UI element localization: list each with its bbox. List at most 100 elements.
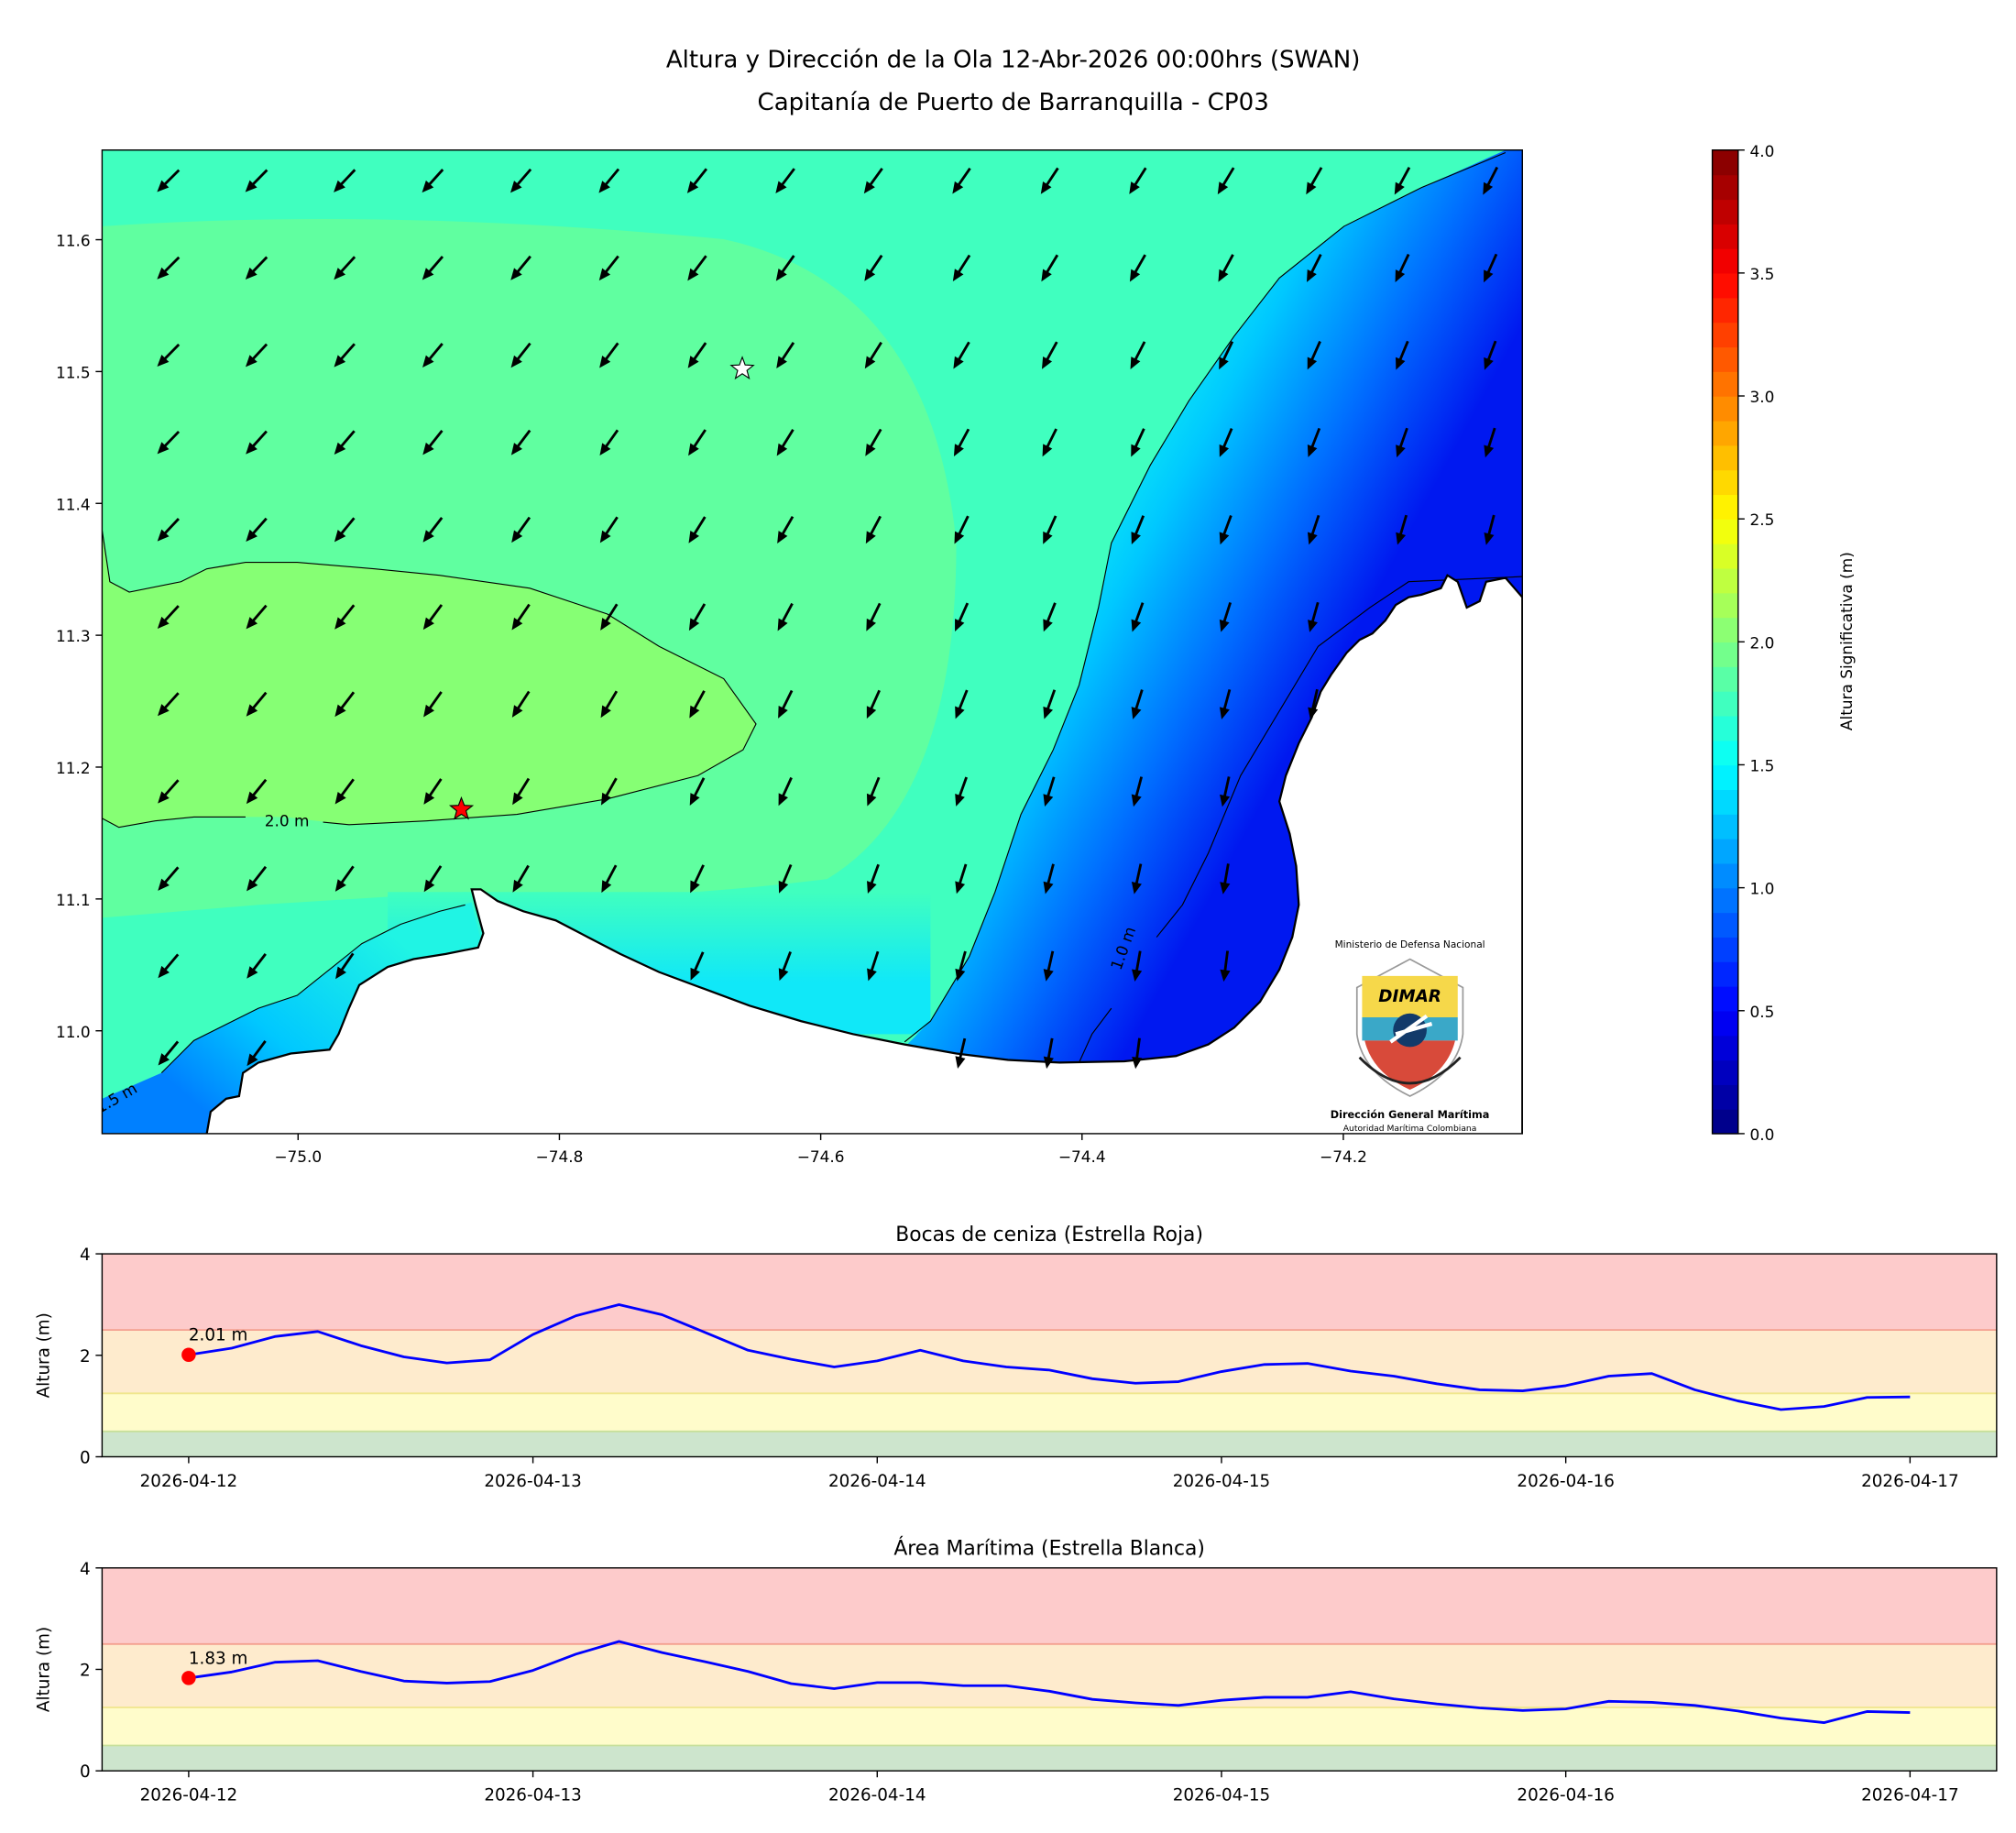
wave-arrow-icon bbox=[864, 341, 882, 369]
wave-arrow-icon bbox=[157, 518, 180, 542]
x-tick-label: 2026-04-17 bbox=[1861, 1472, 1959, 1491]
wave-arrow-icon bbox=[776, 342, 795, 369]
colorbar-segment bbox=[1712, 666, 1738, 692]
risk-band bbox=[102, 1643, 1997, 1707]
wave-arrow-icon bbox=[246, 778, 268, 805]
wave-arrow-icon bbox=[1043, 950, 1055, 982]
wave-arrow-icon bbox=[158, 1040, 180, 1066]
colorbar-segment bbox=[1712, 272, 1738, 299]
colorbar-segment bbox=[1712, 396, 1738, 422]
contours bbox=[102, 152, 1523, 1074]
map-y-tick-label: 11.1 bbox=[56, 891, 91, 909]
colorbar-label: Altura Significativa (m) bbox=[1837, 552, 1856, 730]
wave-arrow-icon bbox=[863, 168, 883, 194]
wave-arrow-icon bbox=[247, 952, 267, 979]
wave-arrow-icon bbox=[1041, 341, 1058, 369]
colorbar-segment bbox=[1712, 420, 1738, 446]
wave-arrow-icon bbox=[1394, 167, 1411, 195]
wave-arrow-icon bbox=[510, 342, 531, 368]
wave-arrow-icon bbox=[246, 517, 268, 543]
wave-arrow-icon bbox=[334, 517, 356, 543]
colorbar-segment bbox=[1712, 838, 1738, 864]
wave-arrow-icon bbox=[598, 255, 619, 281]
contour-label-2-0m: 2.0 m bbox=[265, 811, 310, 829]
wave-arrow-icon bbox=[952, 254, 971, 282]
wave-arrow-icon bbox=[1042, 428, 1057, 457]
wave-arrow-icon bbox=[422, 343, 444, 368]
x-tick-label: 2026-04-16 bbox=[1517, 1472, 1615, 1491]
wave-arrow-icon bbox=[1395, 253, 1410, 283]
map-ticks: −75.0 −74.8 −74.6 −74.4 −74.2 11.0 11.1 11.2 11.… bbox=[56, 232, 1367, 1166]
colorbar-tick-label: 0.0 bbox=[1749, 1125, 1774, 1144]
wave-arrow-icon bbox=[599, 516, 619, 543]
wave-arrow-icon bbox=[600, 603, 619, 631]
wave-arrow-icon bbox=[1484, 340, 1497, 370]
wave-arrow-icon bbox=[866, 689, 881, 719]
wave-arrow-icon bbox=[955, 950, 967, 982]
colorbar-segment bbox=[1712, 371, 1738, 397]
wave-arrow-icon bbox=[334, 865, 355, 892]
colorbar-tick-label: 1.5 bbox=[1749, 757, 1774, 775]
contour-2-0m bbox=[102, 530, 757, 829]
wave-arrow-icon bbox=[334, 343, 356, 368]
wave-arrow-icon bbox=[954, 515, 970, 544]
current-value-marker bbox=[181, 1671, 196, 1685]
wave-arrow-icon bbox=[1129, 167, 1147, 194]
map-y-tick-label: 11.3 bbox=[56, 627, 91, 645]
wave-arrow-icon bbox=[688, 429, 707, 456]
colorbar-segment bbox=[1712, 469, 1738, 496]
risk-band bbox=[102, 1431, 1997, 1457]
logo-brand: DIMAR bbox=[1378, 987, 1441, 1006]
colorbar-segment bbox=[1712, 519, 1738, 544]
contour-1-5m-west bbox=[160, 904, 466, 1074]
figure-title-line1: Altura y Dirección de la Ola 12-Abr-2026… bbox=[666, 46, 1361, 73]
colorbar-segment bbox=[1712, 937, 1738, 962]
colorbar-segment bbox=[1712, 814, 1738, 840]
map-y-tick-label: 11.2 bbox=[56, 759, 91, 777]
chart-title: Bocas de ceniza (Estrella Roja) bbox=[895, 1224, 1203, 1246]
white-star-marker bbox=[729, 356, 755, 380]
wave-arrow-icon bbox=[777, 602, 794, 631]
wave-arrow-icon bbox=[1484, 427, 1496, 458]
map-y-tick-label: 11.0 bbox=[56, 1023, 91, 1041]
wave-arrow-icon bbox=[1220, 950, 1231, 982]
wave-arrow-icon bbox=[775, 168, 795, 194]
wave-arrow-icon bbox=[1131, 515, 1145, 544]
wave-arrow-icon bbox=[1396, 340, 1409, 370]
logo-name: Dirección General Marítima bbox=[1331, 1109, 1490, 1121]
wave-arrow-icon bbox=[334, 778, 355, 805]
wave-arrow-icon bbox=[955, 602, 970, 631]
wave-arrow-icon bbox=[1131, 428, 1145, 457]
colorbar-segment bbox=[1712, 199, 1738, 225]
colorbar-tick-label: 2.5 bbox=[1749, 510, 1774, 529]
chart-title: Área Marítima (Estrella Blanca) bbox=[893, 1537, 1205, 1561]
wave-arrow-icon bbox=[1040, 167, 1059, 194]
logo-anchor-icon bbox=[1358, 1056, 1462, 1085]
wave-arrow-icon bbox=[247, 1040, 267, 1067]
wave-arrow-icon bbox=[953, 341, 970, 369]
wave-arrow-icon bbox=[1219, 341, 1234, 370]
wave-arrow-icon bbox=[334, 169, 356, 192]
wave-height-series-line bbox=[188, 1640, 1911, 1724]
wave-arrow-icon bbox=[1219, 428, 1233, 457]
wave-arrow-icon bbox=[157, 430, 181, 455]
wave-arrow-icon bbox=[245, 169, 268, 192]
contour-1-5m-east bbox=[904, 152, 1507, 1043]
wave-arrow-icon bbox=[686, 168, 708, 193]
colorbar-segment bbox=[1712, 617, 1738, 643]
wave-arrow-icon bbox=[1483, 166, 1499, 195]
logo-ministry-text: Ministerio de Defensa Nacional bbox=[1335, 939, 1485, 950]
risk-band bbox=[102, 1567, 1997, 1644]
wave-arrow-icon bbox=[334, 604, 356, 630]
colorbar-segment bbox=[1712, 862, 1738, 889]
colorbar-tick-label: 1.0 bbox=[1749, 880, 1774, 898]
wave-arrow-icon bbox=[1219, 514, 1233, 545]
contour-1-0m bbox=[1079, 576, 1523, 1063]
x-tick-label: 2026-04-13 bbox=[484, 1472, 582, 1491]
stars bbox=[448, 356, 755, 820]
wave-arrow-icon bbox=[157, 343, 181, 368]
wave-arrow-icon bbox=[1218, 254, 1234, 282]
colorbar-segment bbox=[1712, 224, 1738, 249]
wave-arrow-icon bbox=[334, 430, 356, 456]
